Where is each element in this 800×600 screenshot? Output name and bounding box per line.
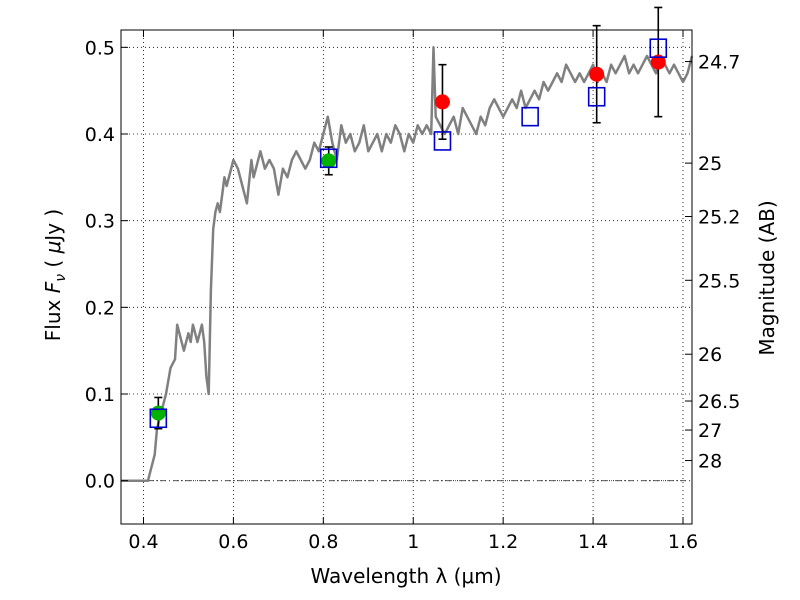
y-tick-label: 0.4 xyxy=(85,124,115,146)
x-tick-label: 1 xyxy=(407,531,419,553)
green-data-point xyxy=(321,153,337,169)
x-tick-label: 1.6 xyxy=(668,531,698,553)
x-tick-label: 0.4 xyxy=(128,531,158,553)
y-tick-label: 0.0 xyxy=(85,471,115,493)
x-axis-label: Wavelength λ (μm) xyxy=(310,564,501,588)
model-box-marker xyxy=(587,86,606,107)
red-data-point xyxy=(589,66,605,82)
magnitude-tick-label: 27 xyxy=(698,420,722,442)
y-tick-label: 0.3 xyxy=(85,211,115,233)
magnitude-tick-label: 24.7 xyxy=(698,52,740,74)
model-box-marker xyxy=(433,131,452,151)
plot-frame xyxy=(120,29,693,525)
model-box-marker xyxy=(319,148,338,169)
series-layer xyxy=(121,6,694,482)
y-axis-label-subscript: ν xyxy=(53,274,69,282)
magnitude-tick-label: 26 xyxy=(698,344,722,366)
x-tick-label: 0.8 xyxy=(308,531,338,553)
magnitude-tick-label: 25.2 xyxy=(698,207,740,229)
y-tick-label: 0.5 xyxy=(85,37,115,59)
magnitude-tick-label: 25.5 xyxy=(698,270,740,292)
y-axis-label-symbol: F xyxy=(41,281,65,293)
y-tick-label: 0.1 xyxy=(85,384,115,406)
magnitude-tick-label: 28 xyxy=(698,451,722,473)
x-tick-label: 1.4 xyxy=(578,531,608,553)
spectrum-line xyxy=(121,46,694,482)
magnitude-tick-label: 25 xyxy=(698,153,722,175)
y-axis-label-part-2: ( xyxy=(41,253,65,274)
x-tick-label: 1.2 xyxy=(488,531,518,553)
y-axis-label-part-3: Jy ) xyxy=(41,209,65,243)
red-data-point xyxy=(650,54,666,70)
x-tick-label: 0.6 xyxy=(218,531,248,553)
model-box-marker xyxy=(521,106,539,127)
magnitude-axis-label: Magnitude (AB) xyxy=(755,200,779,355)
y-axis-label: Flux Fν ( μJy ) xyxy=(41,209,69,341)
y-axis-label-mu: μ xyxy=(41,241,65,255)
red-data-point xyxy=(434,94,450,110)
magnitude-tick-label: 26.5 xyxy=(698,391,740,413)
grid xyxy=(121,30,692,524)
model-box-marker xyxy=(649,38,668,59)
model-box-marker xyxy=(149,408,168,429)
green-data-point xyxy=(150,405,166,421)
y-tick-label: 0.2 xyxy=(85,297,115,319)
ticks: 0.4 0.6 0.8 1 1.2 1.4 1.6 0.0 0.1 0.2 0.3 0.4 0.5 24.… xyxy=(85,30,740,553)
y-axis-label-part-1: Flux xyxy=(41,293,65,341)
